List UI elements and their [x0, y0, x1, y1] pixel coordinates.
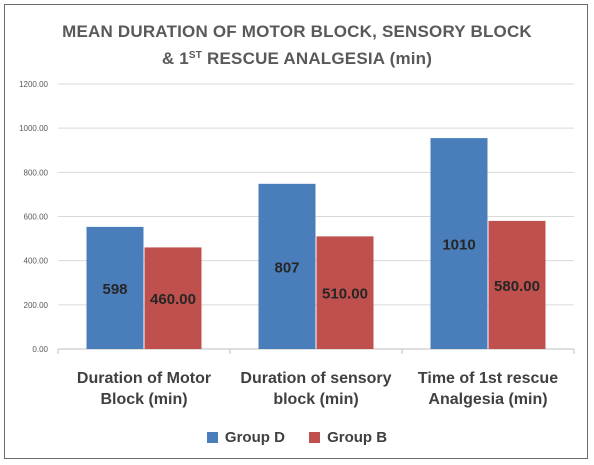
bar-data-label: 460.00 — [150, 291, 196, 308]
y-tick-label: 1200.00 — [19, 80, 48, 89]
x-category-label: Time of 1st rescue Analgesia (min) — [403, 368, 573, 410]
bar-group-b — [488, 220, 546, 349]
x-category-label-line: Time of 1st rescue — [417, 370, 559, 387]
y-tick-label: 1000.00 — [19, 124, 48, 133]
x-category-label-line: block (min) — [273, 391, 359, 408]
legend-swatch-group-d — [206, 432, 218, 443]
bar-data-label: 807 — [274, 259, 299, 276]
bar-data-label: 510.00 — [322, 286, 368, 303]
x-category-label-line: Duration of Motor — [76, 370, 212, 387]
x-category-label: Duration of sensory block (min) — [231, 368, 401, 410]
y-tick-label: 0.00 — [32, 345, 48, 354]
bar-group-b — [144, 247, 202, 349]
legend: Group D Group B — [0, 429, 594, 447]
x-category-label: Duration of Motor Block (min) — [59, 368, 229, 410]
y-tick-label: 600.00 — [24, 213, 49, 222]
x-category-label-line: Duration of sensory — [240, 370, 392, 387]
chart-title-line1: MEAN DURATION OF MOTOR BLOCK, SENSORY BL… — [62, 22, 532, 41]
title-superscript: ST — [188, 50, 203, 61]
chart-title-line2: & 1ST RESCUE ANALGESIA (min) — [0, 49, 594, 69]
bar-data-label: 598 — [102, 281, 127, 298]
y-tick-label: 200.00 — [24, 301, 49, 310]
title-suffix: RESCUE ANALGESIA (min) — [202, 49, 433, 68]
bar-group-d — [86, 226, 144, 349]
legend-swatch-group-b — [309, 432, 321, 443]
bar-group-d — [258, 183, 316, 349]
legend-label-group-d: Group D — [224, 429, 285, 446]
y-tick-label: 400.00 — [24, 257, 49, 266]
bar-group-d — [430, 138, 488, 349]
bar-data-label: 1010 — [442, 237, 475, 254]
y-tick-label: 800.00 — [24, 168, 49, 177]
title-prefix: & 1 — [161, 49, 189, 68]
x-category-label-line: Analgesia (min) — [428, 391, 548, 408]
bar-group-b — [316, 236, 374, 349]
legend-label-group-b: Group B — [327, 429, 388, 446]
bar-data-label: 580.00 — [494, 278, 540, 295]
x-category-label-line: Block (min) — [100, 391, 188, 408]
legend-item-group-b: Group B — [309, 429, 387, 446]
legend-item-group-d: Group D — [206, 429, 285, 446]
